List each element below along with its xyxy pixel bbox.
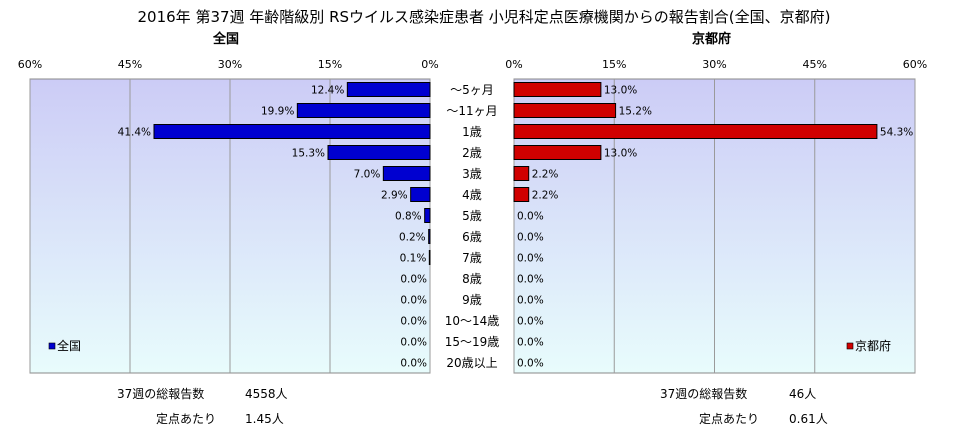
bar-value-label-nationwide: 0.0% <box>400 337 427 349</box>
bar-value-label-nationwide: 0.8% <box>395 211 422 223</box>
bar-kyoto <box>513 103 617 118</box>
bar-value-label-kyoto: 0.0% <box>517 316 544 328</box>
bar-value-label-kyoto: 13.0% <box>604 85 637 97</box>
bar-nationwide <box>410 187 431 202</box>
category-label: 10～14歳 <box>445 314 500 328</box>
category-label: 20歳以上 <box>446 356 497 370</box>
category-label: 2歳 <box>462 146 482 160</box>
bar-value-label-nationwide: 0.1% <box>400 253 427 265</box>
bar-nationwide <box>153 124 431 139</box>
bar-value-label-kyoto: 0.0% <box>517 232 544 244</box>
legend-swatch-kyoto <box>846 342 854 350</box>
bar-value-label-nationwide: 2.9% <box>381 190 408 202</box>
left-tick-label: 60% <box>18 58 42 71</box>
legend-swatch-nationwide <box>48 342 56 350</box>
left-tick-label: 30% <box>218 58 242 71</box>
bar-value-label-nationwide: 15.3% <box>292 148 325 160</box>
right-tick-label: 0% <box>505 58 522 71</box>
left-per-site-value: 1.45人 <box>245 412 284 426</box>
left-tick-label: 45% <box>118 58 142 71</box>
left-tick-label: 15% <box>318 58 342 71</box>
left-total-value: 4558人 <box>245 387 288 401</box>
bar-value-label-nationwide: 0.0% <box>400 358 427 370</box>
bar-value-label-nationwide: 0.0% <box>400 316 427 328</box>
right-tick-label: 60% <box>903 58 927 71</box>
bar-nationwide <box>346 82 431 97</box>
bar-value-label-kyoto: 13.0% <box>604 148 637 160</box>
bar-value-label-kyoto: 0.0% <box>517 274 544 286</box>
bar-value-label-kyoto: 0.0% <box>517 253 544 265</box>
right-tick-label: 30% <box>702 58 726 71</box>
right-tick-label: 15% <box>602 58 626 71</box>
legend-label-nationwide: 全国 <box>57 338 81 353</box>
left-total-label: 37週の総報告数 <box>117 387 205 401</box>
category-label: 1歳 <box>462 125 482 139</box>
category-label: 9歳 <box>462 293 482 307</box>
bar-value-label-nationwide: 0.0% <box>400 295 427 307</box>
bar-value-label-nationwide: 0.0% <box>400 274 427 286</box>
bar-kyoto <box>513 124 878 139</box>
bar-value-label-kyoto: 0.0% <box>517 295 544 307</box>
bar-nationwide <box>382 166 431 181</box>
category-label: ～5ヶ月 <box>450 83 494 97</box>
bar-value-label-nationwide: 41.4% <box>118 127 151 139</box>
right-total-value: 46人 <box>789 387 817 401</box>
right-total-label: 37週の総報告数 <box>660 387 748 401</box>
legend-label-kyoto: 京都府 <box>855 338 891 353</box>
bar-value-label-kyoto: 2.2% <box>532 190 559 202</box>
bar-kyoto <box>513 82 602 97</box>
category-label: 6歳 <box>462 230 482 244</box>
category-label: 3歳 <box>462 167 482 181</box>
bar-value-label-kyoto: 15.2% <box>619 106 652 118</box>
right-panel-subtitle: 京都府 <box>692 32 732 47</box>
left-panel-subtitle: 全国 <box>213 32 240 47</box>
bar-value-label-nationwide: 0.2% <box>399 232 426 244</box>
bar-nationwide <box>327 145 431 160</box>
left-per-site-label: 定点あたり <box>156 412 217 426</box>
category-label: 4歳 <box>462 188 482 202</box>
bar-kyoto <box>513 166 530 181</box>
bar-nationwide <box>296 103 431 118</box>
left-tick-label: 0% <box>421 58 438 71</box>
chart-title: 2016年 第37週 年齢階級別 RSウイルス感染症患者 小児科定点医療機関から… <box>137 8 831 26</box>
category-label: 8歳 <box>462 272 482 286</box>
category-label: 7歳 <box>462 251 482 265</box>
category-label: ～11ヶ月 <box>446 104 497 118</box>
right-tick-label: 45% <box>803 58 827 71</box>
bar-value-label-kyoto: 0.0% <box>517 337 544 349</box>
bar-kyoto <box>513 187 530 202</box>
bar-nationwide <box>428 229 431 244</box>
bar-value-label-nationwide: 12.4% <box>311 85 344 97</box>
bar-value-label-kyoto: 54.3% <box>880 127 913 139</box>
category-label: 15～19歳 <box>445 335 500 349</box>
bar-value-label-nationwide: 19.9% <box>261 106 294 118</box>
right-per-site-value: 0.61人 <box>789 412 828 426</box>
bar-kyoto <box>513 145 602 160</box>
bar-nationwide <box>424 208 431 223</box>
category-label: 5歳 <box>462 209 482 223</box>
bar-value-label-kyoto: 2.2% <box>532 169 559 181</box>
bar-value-label-nationwide: 7.0% <box>354 169 381 181</box>
right-per-site-label: 定点あたり <box>699 412 760 426</box>
bar-nationwide <box>428 250 431 265</box>
bar-value-label-kyoto: 0.0% <box>517 211 544 223</box>
bar-value-label-kyoto: 0.0% <box>517 358 544 370</box>
